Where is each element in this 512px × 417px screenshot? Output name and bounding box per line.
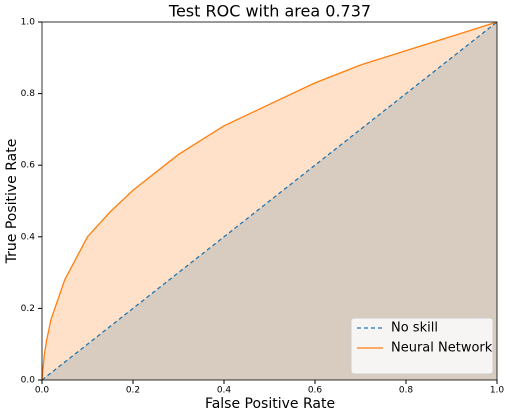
x-tick-label: 1.0 [490, 386, 505, 396]
plot-frame [41, 21, 498, 381]
x-tick-label: 0.2 [126, 386, 140, 396]
x-axis-label: False Positive Rate [205, 396, 335, 412]
y-tick-label: 0.4 [21, 232, 36, 242]
x-tick-label: 0.6 [308, 386, 323, 396]
legend-label: No skill [391, 321, 438, 336]
legend-box [350, 317, 494, 375]
x-tick-label: 0.4 [217, 386, 232, 396]
y-tick-label: 0.8 [21, 89, 36, 99]
x-tick-label: 0.0 [35, 386, 50, 396]
y-tick-label: 0.6 [21, 161, 36, 171]
series-line [41, 21, 498, 381]
chart-title: Test ROC with area 0.737 [168, 2, 371, 21]
y-axis-label: True Positive Rate [4, 139, 20, 265]
legend-label: Neural Network [391, 341, 493, 356]
y-tick-label: 0.2 [21, 304, 35, 314]
x-tick-label: 0.8 [399, 386, 414, 396]
y-tick-label: 0.0 [21, 376, 36, 386]
series-line [41, 21, 498, 381]
y-tick-label: 1.0 [21, 18, 36, 28]
